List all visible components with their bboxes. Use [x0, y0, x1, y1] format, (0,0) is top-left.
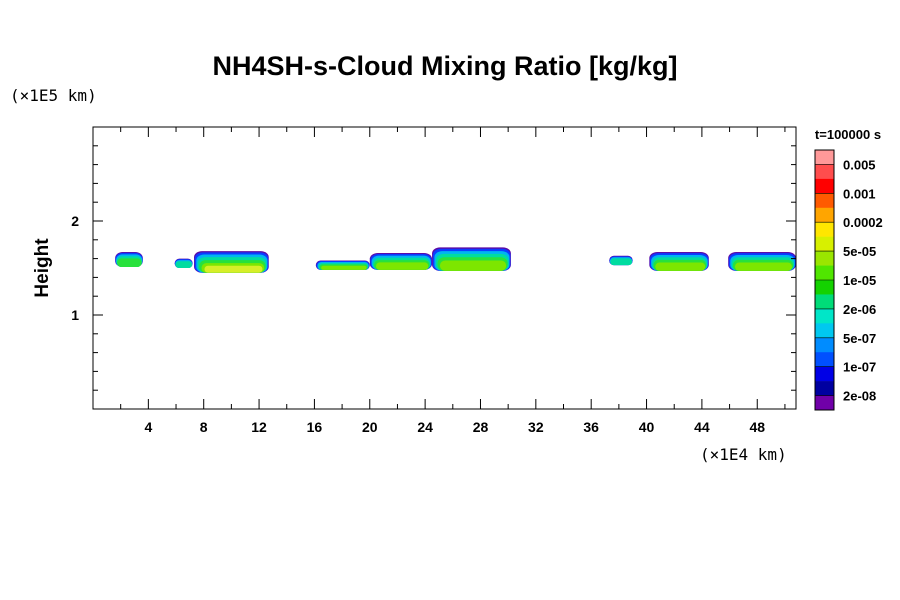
colorbar-swatch [815, 381, 834, 396]
x-tick-label: 16 [307, 419, 323, 435]
colorbar-swatch [815, 395, 834, 411]
colorbar-label: 0.005 [843, 157, 876, 172]
colorbar-swatch [815, 352, 834, 367]
colorbar-swatch [815, 193, 834, 209]
colorbar-swatch [815, 294, 834, 310]
plot-frame [92, 126, 797, 410]
cloud-layer [321, 265, 367, 270]
plot-area [115, 247, 796, 273]
cloud-layer [204, 265, 263, 273]
x-unit-label: (×1E4 km) [700, 445, 787, 464]
colorbar-swatch [815, 308, 834, 324]
cloud-blob [609, 255, 633, 266]
cloud-layer [117, 258, 142, 268]
cloud-layer [734, 262, 792, 271]
cloud-blob [174, 258, 193, 268]
cloud-layer [439, 260, 507, 271]
y-tick-label: 1 [71, 307, 79, 323]
x-tick-label: 40 [639, 419, 655, 435]
colorbar-label: 5e-07 [843, 331, 876, 346]
cloud-layer [655, 262, 706, 271]
x-tick-label: 32 [528, 419, 544, 435]
x-tick-label: 44 [694, 419, 710, 435]
y-axis: 12 [71, 145, 796, 391]
cloud-blob [649, 252, 709, 271]
x-tick-label: 48 [749, 419, 765, 435]
x-tick-label: 24 [417, 419, 433, 435]
x-tick-label: 12 [251, 419, 267, 435]
colorbar: 0.005 0.001 0.0002 5e-05 1e-05 2e-06 5e-07 1e-0… [814, 149, 883, 411]
chart-title: NH4SH-s-Cloud Mixing Ratio [kg/kg] [213, 51, 678, 81]
colorbar-swatch [815, 366, 834, 382]
x-tick-label: 28 [473, 419, 489, 435]
colorbar-swatch [815, 236, 834, 252]
colorbar-swatch [815, 178, 834, 194]
colorbar-swatch [815, 222, 834, 237]
cloud-blob [115, 252, 143, 268]
cloud-layer [610, 258, 632, 266]
colorbar-swatch [815, 251, 834, 266]
x-tick-label: 8 [200, 419, 208, 435]
y-tick-label: 2 [71, 213, 79, 229]
colorbar-label: 1e-05 [843, 273, 876, 288]
colorbar-swatch [815, 265, 834, 281]
colorbar-swatch [815, 337, 834, 353]
cloud-blob [194, 251, 269, 273]
colorbar-swatch [815, 207, 834, 223]
colorbar-label: 2e-08 [843, 389, 876, 404]
cloud-layer [175, 261, 193, 268]
colorbar-swatch [815, 280, 834, 295]
colorbar-label: 0.0002 [843, 215, 883, 230]
cloud-blob [432, 247, 511, 271]
x-tick-label: 20 [362, 419, 378, 435]
colorbar-label: 5e-05 [843, 244, 876, 259]
colorbar-swatch [815, 164, 834, 180]
cloud-blob [369, 252, 433, 270]
x-tick-label: 4 [144, 419, 152, 435]
colorbar-label: 0.001 [843, 186, 876, 201]
cloud-blob [728, 252, 796, 271]
colorbar-swatch [815, 323, 834, 339]
time-label: t=100000 s [815, 127, 881, 142]
colorbar-label: 1e-07 [843, 360, 876, 375]
x-tick-label: 36 [583, 419, 599, 435]
y-axis-label: Height [32, 238, 53, 298]
y-unit-label: (×1E5 km) [10, 86, 97, 105]
cloud-layer [375, 262, 429, 270]
colorbar-label: 2e-06 [843, 302, 876, 317]
colorbar-swatch [815, 150, 834, 165]
x-axis: 4 8 12 16 20 24 28 32 36 40 44 48 [120, 127, 786, 435]
cloud-blob [315, 260, 370, 270]
